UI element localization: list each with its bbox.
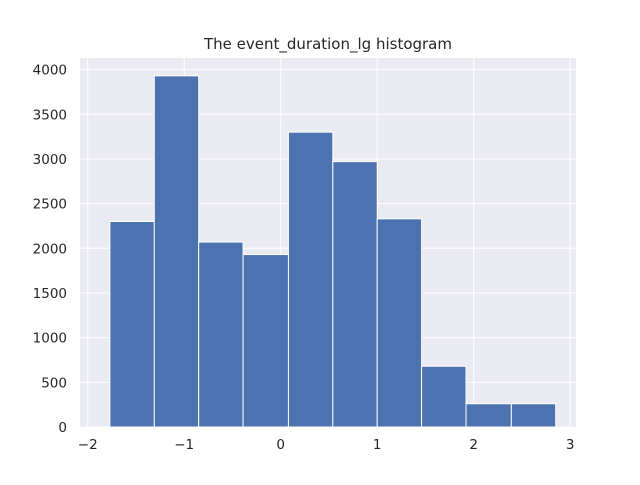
x-tick-label: −2 bbox=[78, 437, 98, 453]
y-tick-label: 3500 bbox=[33, 107, 67, 123]
y-tick-label: 500 bbox=[41, 375, 67, 391]
x-tick-label: 2 bbox=[469, 437, 478, 453]
y-axis-ticks: 0 500 1000 1500 2000 2500 3000 3500 4000 bbox=[33, 63, 67, 436]
y-tick-label: 1500 bbox=[33, 286, 67, 302]
x-tick-label: −1 bbox=[174, 437, 194, 453]
chart-title: The event_duration_lg histogram bbox=[203, 35, 452, 54]
histogram-bar bbox=[109, 221, 155, 428]
y-tick-label: 2000 bbox=[33, 241, 67, 257]
histogram-bar bbox=[153, 75, 200, 428]
histogram-bar bbox=[242, 254, 289, 428]
y-tick-label: 0 bbox=[58, 420, 67, 436]
y-tick-label: 3000 bbox=[33, 152, 67, 168]
histogram-bar bbox=[465, 403, 512, 428]
x-tick-label: 0 bbox=[276, 437, 285, 453]
x-tick-label: 1 bbox=[373, 437, 382, 453]
y-tick-label: 1000 bbox=[33, 331, 67, 347]
histogram-bar bbox=[287, 131, 334, 428]
y-tick-label: 4000 bbox=[33, 63, 67, 79]
x-tick-label: 3 bbox=[566, 437, 575, 453]
bars bbox=[109, 75, 557, 428]
histogram-bar bbox=[332, 161, 378, 428]
histogram-bar bbox=[421, 365, 467, 428]
histogram-bar bbox=[376, 218, 423, 428]
x-axis-ticks: −2 −1 0 1 2 3 bbox=[78, 437, 575, 453]
histogram-bar bbox=[510, 403, 557, 428]
histogram-bar bbox=[198, 241, 244, 428]
y-tick-label: 2500 bbox=[33, 197, 67, 213]
